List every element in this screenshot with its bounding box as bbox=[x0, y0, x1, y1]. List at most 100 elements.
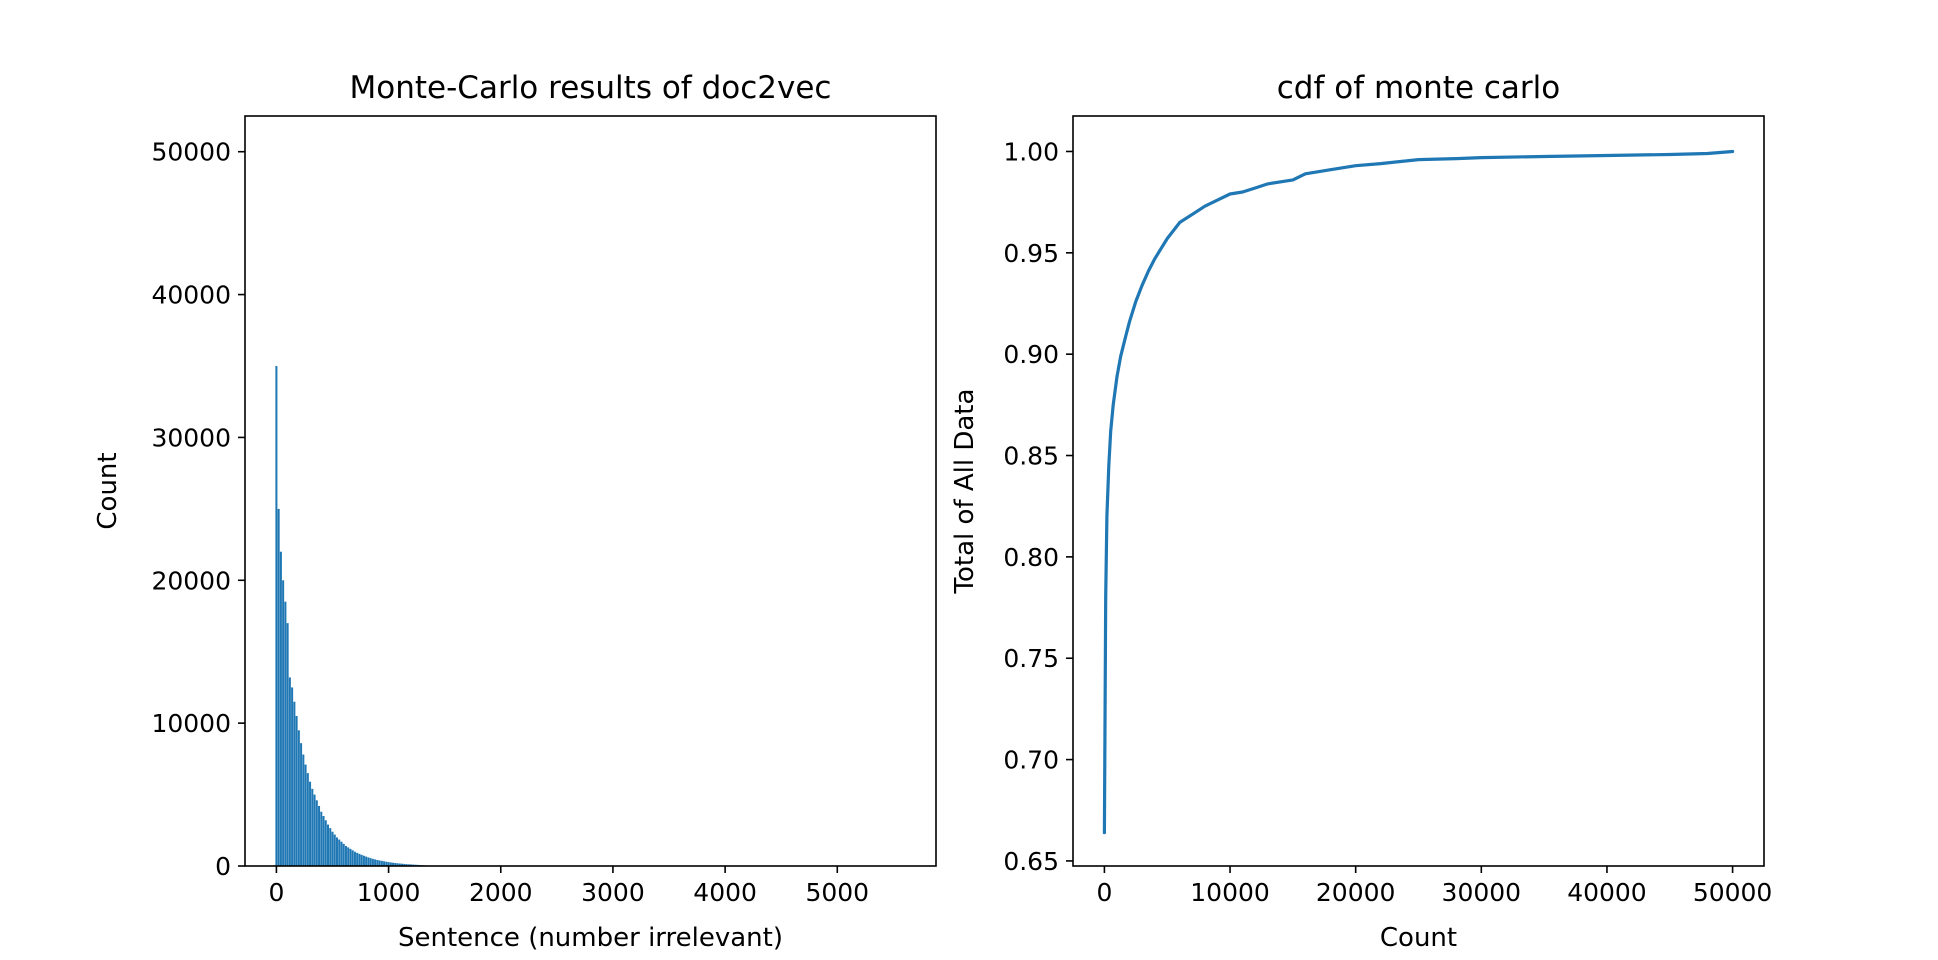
cdf-y-tick-label: 0.70 bbox=[1003, 746, 1059, 775]
bar bbox=[306, 773, 309, 866]
bar bbox=[342, 843, 345, 866]
bar bbox=[383, 861, 386, 866]
bar bbox=[315, 800, 318, 866]
cdf-x-tick-label: 50000 bbox=[1693, 878, 1773, 907]
bar bbox=[286, 623, 289, 866]
histogram-y-tick-label: 40000 bbox=[151, 281, 231, 310]
histogram-y-tick-label: 0 bbox=[215, 852, 231, 881]
bar bbox=[403, 863, 406, 866]
bar bbox=[347, 847, 350, 866]
histogram-y-axis-label: Count bbox=[93, 452, 123, 529]
bar bbox=[344, 846, 347, 866]
bar bbox=[396, 863, 399, 866]
histogram-x-axis-label: Sentence (number irrelevant) bbox=[398, 923, 783, 953]
bar bbox=[353, 851, 356, 866]
bar bbox=[360, 854, 363, 866]
bar bbox=[322, 816, 325, 866]
bar bbox=[329, 828, 332, 866]
bar bbox=[385, 861, 388, 866]
bar bbox=[367, 857, 370, 866]
bar bbox=[288, 677, 291, 866]
bar bbox=[304, 764, 307, 866]
cdf-y-axis-label: Total of All Data bbox=[950, 389, 980, 595]
histogram-x-tick-label: 3000 bbox=[581, 878, 645, 907]
bar bbox=[394, 863, 397, 866]
bar bbox=[284, 601, 287, 866]
histogram-axes-frame bbox=[244, 115, 937, 867]
bar bbox=[313, 794, 316, 866]
cdf-x-tick-label: 20000 bbox=[1316, 878, 1396, 907]
cdf-y-tick-label: 0.95 bbox=[1003, 239, 1059, 268]
bar bbox=[295, 716, 298, 866]
bar bbox=[318, 806, 321, 866]
cdf-x-tick-label: 0 bbox=[1096, 878, 1112, 907]
bar bbox=[349, 848, 352, 866]
histogram-axes: 0 1000 2000 3000 4000 50000100002000030000400… bbox=[151, 115, 937, 907]
histogram-x-tick-label: 2000 bbox=[469, 878, 533, 907]
bar bbox=[358, 853, 361, 866]
bar bbox=[324, 820, 327, 866]
bar bbox=[371, 858, 374, 866]
bar bbox=[392, 862, 395, 866]
bar bbox=[309, 781, 312, 866]
histogram-y-tick-label: 20000 bbox=[151, 566, 231, 595]
bar bbox=[335, 837, 338, 866]
cdf-y-tick-label: 0.80 bbox=[1003, 543, 1059, 572]
bar bbox=[405, 864, 408, 866]
cdf-axes-frame bbox=[1072, 115, 1765, 867]
bar bbox=[302, 754, 305, 866]
bar bbox=[300, 743, 303, 866]
cdf-y-tick-label: 0.75 bbox=[1003, 644, 1059, 673]
bar bbox=[362, 855, 365, 866]
histogram-y-tick-label: 50000 bbox=[151, 138, 231, 167]
histogram-title: Monte-Carlo results of doc2vec bbox=[350, 70, 832, 106]
bar bbox=[356, 852, 359, 866]
bar bbox=[398, 863, 401, 866]
cdf-y-tick-label: 1.00 bbox=[1003, 137, 1059, 166]
cdf-x-tick-label: 30000 bbox=[1442, 878, 1522, 907]
cdf-x-tick-label: 40000 bbox=[1567, 878, 1647, 907]
bar bbox=[374, 859, 377, 866]
bar bbox=[327, 824, 330, 866]
bar bbox=[369, 858, 372, 866]
histogram-x-tick-label: 1000 bbox=[357, 878, 421, 907]
bar bbox=[311, 788, 314, 866]
bar bbox=[277, 508, 280, 866]
cdf-y-tick-label: 0.65 bbox=[1003, 847, 1059, 876]
bar bbox=[351, 850, 354, 866]
cdf-y-tick-label: 0.85 bbox=[1003, 442, 1059, 471]
bar bbox=[407, 864, 410, 866]
bar bbox=[275, 366, 278, 866]
bar bbox=[338, 839, 341, 866]
bar bbox=[387, 862, 390, 866]
cdf-panel: cdf of monte carlo 0 10000 20000 30000 40000… bbox=[950, 70, 1772, 953]
cdf-x-tick-label: 10000 bbox=[1190, 878, 1270, 907]
bar bbox=[282, 580, 285, 866]
histogram-y-tick-label: 10000 bbox=[151, 709, 231, 738]
histogram-bars bbox=[275, 366, 433, 867]
bar bbox=[279, 551, 282, 866]
bar bbox=[340, 841, 343, 866]
bar bbox=[291, 687, 294, 866]
histogram-y-tick-label: 30000 bbox=[151, 423, 231, 452]
bar bbox=[376, 860, 379, 866]
bar bbox=[293, 701, 296, 866]
cdf-x-axis-label: Count bbox=[1380, 923, 1457, 953]
cdf-line-area bbox=[1102, 149, 1735, 835]
bar bbox=[365, 856, 368, 866]
histogram-x-tick-label: 0 bbox=[268, 878, 284, 907]
histogram-panel: Monte-Carlo results of doc2vec 0 1000 2000… bbox=[93, 70, 937, 953]
bar bbox=[378, 860, 381, 866]
histogram-x-tick-label: 4000 bbox=[693, 878, 757, 907]
histogram-x-tick-label: 5000 bbox=[805, 878, 869, 907]
cdf-y-tick-label: 0.90 bbox=[1003, 340, 1059, 369]
bar bbox=[380, 860, 383, 866]
cdf-title: cdf of monte carlo bbox=[1277, 70, 1560, 106]
bar bbox=[331, 831, 334, 866]
bar bbox=[401, 863, 404, 866]
cdf-axes: 0 10000 20000 30000 40000 50000 0.65 0.70 0.75 0.… bbox=[1003, 115, 1773, 907]
bar bbox=[320, 811, 323, 866]
bar bbox=[297, 730, 300, 866]
bar bbox=[389, 862, 392, 866]
